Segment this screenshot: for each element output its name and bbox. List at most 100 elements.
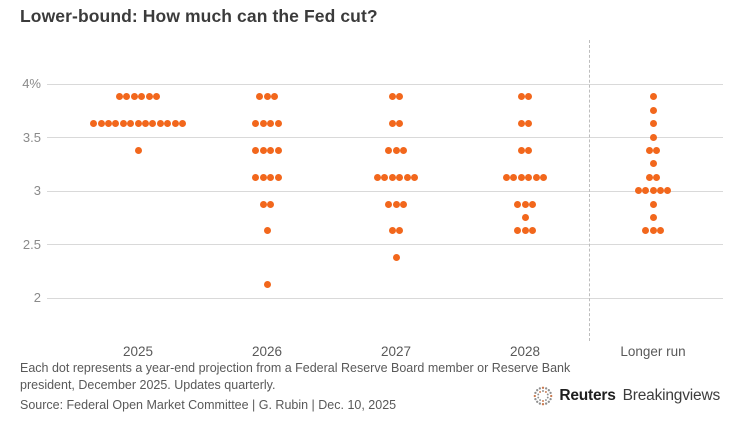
projection-dot [267,200,275,208]
projection-dot [97,120,105,128]
projection-dot [134,147,142,154]
projection-dot [256,93,264,101]
projection-dot [411,173,418,181]
projection-dot [138,93,146,101]
gridline [47,83,723,85]
projection-dot [141,120,149,128]
projection-dot [388,227,396,235]
gridline [47,297,723,299]
projection-dot [525,120,533,128]
projection-dot [403,173,411,181]
projection-dot [653,147,661,154]
x-axis-column-label: 2027 [380,344,412,359]
projection-dot [656,187,664,195]
projection-dot [525,93,533,101]
projection-dot [525,173,533,181]
projection-dot [153,93,160,101]
chart-footnote: Each dot represents a year-end projectio… [20,361,571,392]
y-axis-tick-label: 2 [33,290,41,306]
projection-dot [171,120,179,128]
projection-dot [112,120,120,128]
projection-dot [263,227,271,235]
projection-dot [517,93,525,101]
projection-dot [259,200,267,208]
projection-dot [525,147,533,154]
y-axis-tick-label: 4% [22,76,41,91]
projection-dot [388,120,396,128]
projection-dot [517,147,525,154]
projection-dot [267,120,275,128]
x-axis-column-label: 2025 [122,344,154,359]
projection-dot [664,187,672,195]
brand-suffix: Breakingviews [622,387,721,404]
projection-dot [385,200,393,208]
projection-dot [104,120,112,128]
projection-dot [656,227,664,235]
projection-dot [532,173,540,181]
projection-dot [649,227,657,235]
longer-run-separator [589,40,590,341]
projection-dot [396,173,404,181]
projection-dot [149,120,157,128]
projection-dot [649,187,657,195]
projection-dot [528,200,536,208]
projection-dot [270,93,278,101]
projection-dot [127,120,135,128]
projection-dot [374,173,381,181]
projection-dot [252,120,260,128]
y-axis-tick-label: 2.5 [22,236,41,252]
y-axis-tick-label: 3.5 [22,129,41,145]
projection-dot [164,120,172,128]
projection-dot [392,147,400,154]
projection-dot [528,227,536,235]
projection-dot [653,173,661,181]
brand-name: Reuters [559,387,616,404]
projection-dot [517,120,525,128]
projection-dot [514,227,522,235]
projection-dot [156,120,164,128]
projection-dot [252,173,260,181]
projection-dot [396,120,404,128]
projection-dot [514,200,522,208]
projection-dot [649,133,657,141]
projection-dot [649,120,657,128]
projection-dot [540,173,547,181]
projection-dot [649,160,657,168]
projection-dot [521,200,529,208]
projection-dot [388,93,396,101]
projection-dot [521,227,529,235]
projection-dot [645,173,653,181]
projection-dot [399,200,407,208]
y-axis-tick-label: 3 [33,183,41,199]
projection-dot [259,147,267,154]
projection-dot [178,120,186,128]
projection-dot [634,187,642,195]
projection-dot [267,147,275,154]
projection-dot [649,214,657,221]
projection-dot [642,187,650,195]
projection-dot [396,93,404,101]
projection-dot [259,173,267,181]
projection-dot [649,200,657,208]
x-axis-column-label: 2026 [251,344,283,359]
projection-dot [123,93,131,101]
projection-dot [388,173,396,181]
projection-dot [396,227,404,235]
projection-dot [274,173,282,181]
projection-dot [503,173,510,181]
projection-dot [263,93,271,101]
x-axis-column-label: 2028 [509,344,541,359]
projection-dot [119,120,127,128]
projection-dot [116,93,123,101]
projection-dot [642,227,650,235]
gridline [47,244,723,246]
x-axis-column-label: Longer run [620,344,686,359]
projection-dot [510,173,518,181]
chart-title: Lower-bound: How much can the Fed cut? [20,6,378,26]
projection-dot [267,173,275,181]
projection-dot [259,120,267,128]
projection-dot [90,120,98,128]
gridline [47,137,723,139]
projection-dot [381,173,389,181]
